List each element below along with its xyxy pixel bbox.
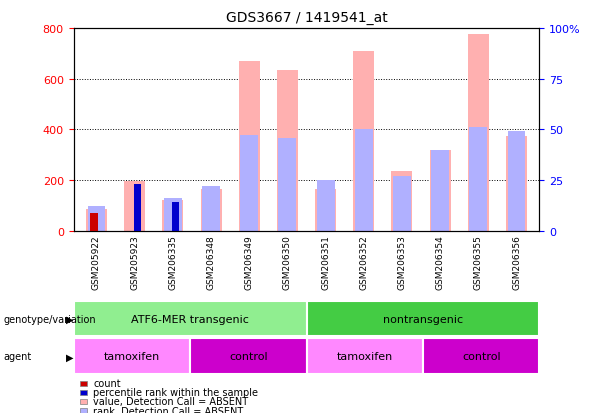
Text: count: count <box>93 378 121 388</box>
Bar <box>86 210 107 231</box>
Text: GSM206351: GSM206351 <box>321 235 330 290</box>
Bar <box>278 138 296 231</box>
Bar <box>90 214 97 231</box>
Text: control: control <box>229 351 268 361</box>
Text: rank, Detection Call = ABSENT: rank, Detection Call = ABSENT <box>93 406 243 413</box>
Bar <box>306 301 539 337</box>
Bar <box>355 130 373 231</box>
Bar <box>124 182 145 231</box>
Text: GSM206355: GSM206355 <box>474 235 483 290</box>
Bar <box>393 177 411 231</box>
Text: nontransgenic: nontransgenic <box>383 314 463 324</box>
Text: value, Detection Call = ABSENT: value, Detection Call = ABSENT <box>93 396 248 406</box>
Text: GSM206350: GSM206350 <box>283 235 292 290</box>
Text: GSM206335: GSM206335 <box>169 235 177 290</box>
Text: agent: agent <box>3 351 31 361</box>
Bar <box>200 190 221 231</box>
Bar <box>202 187 220 231</box>
Bar <box>164 199 182 231</box>
Text: GSM205922: GSM205922 <box>92 235 101 289</box>
Text: GSM206349: GSM206349 <box>245 235 254 289</box>
Text: tamoxifen: tamoxifen <box>337 351 393 361</box>
Bar <box>172 203 180 231</box>
Bar <box>506 136 527 231</box>
Bar <box>88 207 105 231</box>
Text: control: control <box>462 351 501 361</box>
Bar <box>306 339 423 374</box>
Bar <box>74 339 190 374</box>
Text: GSM206352: GSM206352 <box>359 235 368 289</box>
Bar <box>468 35 489 231</box>
Title: GDS3667 / 1419541_at: GDS3667 / 1419541_at <box>226 11 387 25</box>
Text: percentile rank within the sample: percentile rank within the sample <box>93 387 258 397</box>
Bar <box>190 339 306 374</box>
Bar <box>134 185 141 231</box>
Text: tamoxifen: tamoxifen <box>104 351 160 361</box>
Text: GSM206354: GSM206354 <box>436 235 444 289</box>
Bar <box>470 128 487 231</box>
Text: GSM206353: GSM206353 <box>397 235 406 290</box>
Bar <box>238 62 260 231</box>
Bar <box>431 150 449 231</box>
Bar <box>423 339 539 374</box>
Text: ▶: ▶ <box>66 314 74 324</box>
Bar <box>508 132 525 231</box>
Text: GSM206356: GSM206356 <box>512 235 521 290</box>
Bar <box>240 136 258 231</box>
Text: genotype/variation: genotype/variation <box>3 314 96 324</box>
Text: ▶: ▶ <box>66 351 74 361</box>
Bar <box>74 301 306 337</box>
Text: GSM206348: GSM206348 <box>207 235 216 289</box>
Text: GSM205923: GSM205923 <box>130 235 139 289</box>
Bar <box>162 201 183 231</box>
Bar <box>277 71 298 231</box>
Bar <box>315 190 336 231</box>
Bar <box>430 150 451 231</box>
Text: ATF6-MER transgenic: ATF6-MER transgenic <box>131 314 249 324</box>
Bar <box>392 172 413 231</box>
Bar <box>317 181 335 231</box>
Bar <box>353 52 375 231</box>
